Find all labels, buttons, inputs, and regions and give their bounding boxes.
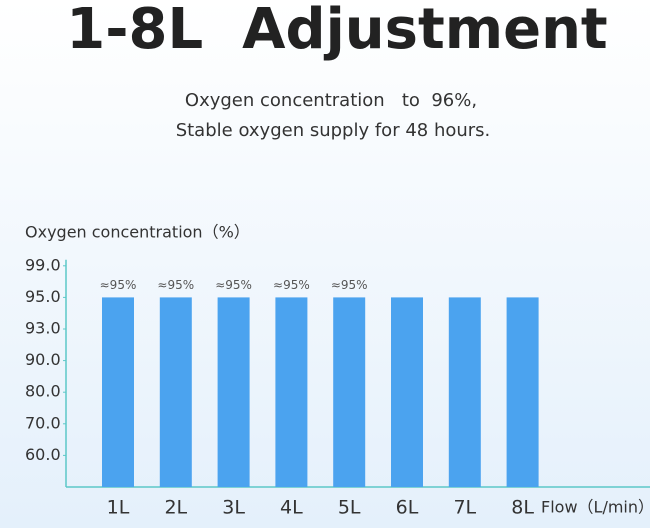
bar: [448, 297, 481, 487]
bar: [275, 297, 308, 487]
data-label: ≈95%: [273, 278, 310, 292]
bar: [159, 297, 192, 487]
data-label: ≈95%: [215, 278, 252, 292]
data-label: ≈95%: [100, 278, 137, 292]
x-tick-label: 4L: [280, 497, 303, 519]
y-axis-label: Oxygen concentration（%）: [25, 223, 250, 242]
bar: [333, 297, 366, 487]
x-tick-label: 1L: [107, 497, 130, 519]
subtitle: Oxygen concentration to 96%,: [185, 90, 477, 111]
data-label: ≈95%: [157, 278, 194, 292]
chart-title: 1-8L Adjustment: [66, 0, 607, 62]
x-tick-label: 5L: [338, 497, 361, 519]
x-tick-label: 2L: [164, 497, 187, 519]
bar: [102, 297, 134, 487]
y-tick-label: 70.0: [25, 413, 61, 432]
y-tick-label: 95.0: [25, 287, 61, 306]
x-axis-label: Flow（L/min）: [541, 498, 650, 517]
y-tick-label: 80.0: [25, 382, 61, 401]
bar: [391, 297, 423, 487]
y-tick-label: 93.0: [25, 319, 61, 338]
bar: [217, 297, 250, 487]
subtitle: Stable oxygen supply for 48 hours.: [176, 120, 491, 141]
x-tick-label: 7L: [453, 497, 476, 519]
x-tick-label: 8L: [511, 497, 534, 519]
data-label: ≈95%: [331, 278, 368, 292]
y-tick-label: 60.0: [25, 445, 61, 464]
y-tick-label: 90.0: [25, 350, 61, 369]
x-tick-label: 3L: [222, 497, 245, 519]
y-tick-label: 99.0: [25, 255, 61, 274]
bar: [506, 297, 539, 487]
x-tick-label: 6L: [396, 497, 419, 519]
